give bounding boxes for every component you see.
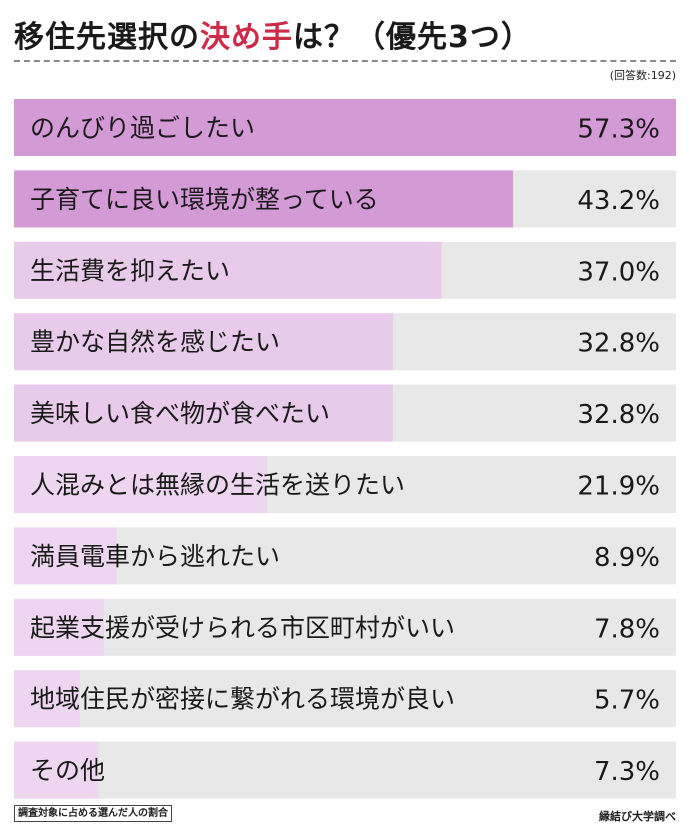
category-label: 豊かな自然を感じたい <box>30 328 280 357</box>
value-label: 7.3% <box>594 757 660 787</box>
bar <box>14 527 117 585</box>
title-highlight: 決め手 <box>200 20 293 55</box>
value-label: 32.8% <box>577 329 660 359</box>
bar <box>14 741 99 799</box>
category-label: 美味しい食べ物が食べたい <box>30 399 330 428</box>
respondents-note: (回答数:192) <box>609 69 676 82</box>
bar-track <box>14 670 676 728</box>
bar <box>14 241 442 299</box>
value-label: 7.8% <box>594 614 660 644</box>
title-part-1: 移住先選択の <box>14 20 200 55</box>
category-label: 起業支援が受けられる市区町村がいい <box>30 613 455 642</box>
category-label: 生活費を抑えたい <box>30 256 230 285</box>
title-part-3: は？（優先3つ） <box>293 20 532 55</box>
bar <box>14 384 393 442</box>
bar-track <box>14 527 676 585</box>
value-label: 43.2% <box>577 186 660 216</box>
bar <box>14 170 514 228</box>
title-divider <box>14 60 676 62</box>
source-credit: 縁結び大学調べ <box>599 810 676 823</box>
value-label: 32.8% <box>577 400 660 430</box>
bar <box>14 456 268 513</box>
bar <box>14 99 676 156</box>
value-label: 57.3% <box>577 115 660 145</box>
value-label: 5.7% <box>594 686 660 716</box>
category-label: 子育てに良い環境が整っている <box>30 185 379 214</box>
value-label: 8.9% <box>594 543 660 573</box>
bar <box>14 670 80 728</box>
chart-title: 移住先選択の決め手は？（優先3つ） <box>14 12 532 56</box>
category-label: 満員電車から逃れたい <box>30 542 280 571</box>
bar-track <box>14 598 676 656</box>
footnote: 調査対象に占める選んだ人の割合 <box>14 805 172 822</box>
category-label: 地域住民が密接に繋がれる環境が良い <box>30 685 455 714</box>
bar <box>14 598 105 656</box>
category-label: 人混みとは無縁の生活を送りたい <box>30 471 405 500</box>
category-label: のんびり過ごしたい <box>30 114 255 143</box>
category-label: その他 <box>30 756 105 785</box>
bar <box>14 313 393 371</box>
value-label: 37.0% <box>577 257 660 287</box>
bar-track <box>14 741 676 799</box>
value-label: 21.9% <box>577 472 660 502</box>
